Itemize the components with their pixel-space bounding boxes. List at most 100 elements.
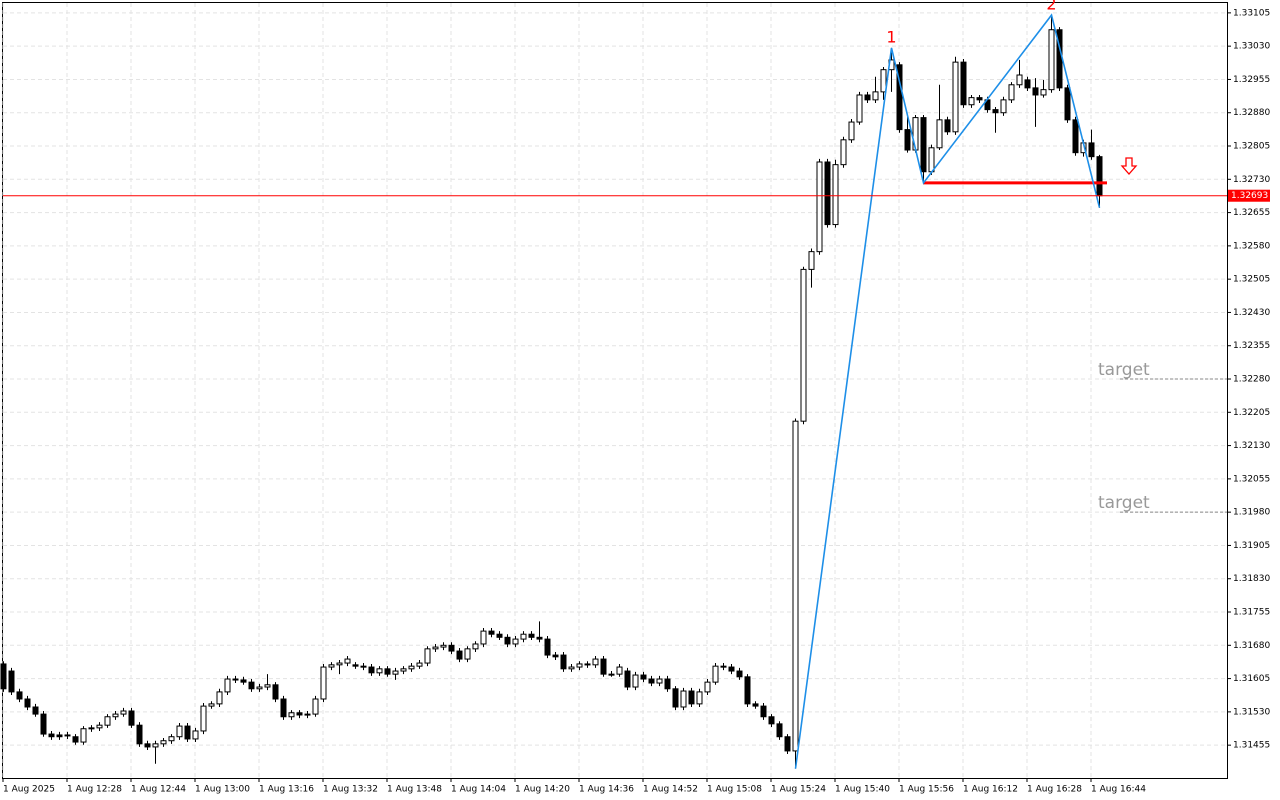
candle-body	[384, 668, 391, 675]
candle-body	[560, 654, 567, 670]
y-tick-label: 1.32430	[1233, 308, 1270, 318]
candle-body	[528, 633, 535, 638]
candle-body	[160, 740, 167, 745]
candle-body	[504, 636, 511, 645]
x-tick-label: 1 Aug 14:04	[451, 785, 506, 795]
candle-body	[24, 698, 31, 708]
x-tick-label: 1 Aug 15:08	[707, 785, 762, 795]
candle-body	[472, 643, 479, 650]
x-tick-label: 1 Aug 14:20	[515, 785, 570, 795]
pattern-label: 2	[1046, 0, 1056, 14]
target-label: target	[1098, 360, 1150, 380]
candle-body	[1072, 119, 1079, 154]
candle-body	[480, 630, 487, 645]
y-tick-label: 1.32580	[1233, 241, 1270, 251]
candle-body	[240, 679, 247, 683]
candle-body	[448, 644, 455, 652]
candle-body	[856, 94, 863, 123]
candle-body	[696, 691, 703, 705]
candle-body	[672, 688, 679, 708]
candle-body	[416, 662, 423, 667]
y-tick-label: 1.31680	[1233, 641, 1270, 651]
candle-body	[40, 713, 47, 735]
y-tick-label: 1.31980	[1233, 508, 1270, 518]
candle-body	[168, 736, 175, 742]
candle-body	[208, 703, 215, 707]
down-arrow-icon	[1120, 157, 1138, 175]
candle-body	[304, 713, 311, 716]
candle-body	[664, 678, 671, 690]
candle-body	[224, 678, 231, 693]
candle-body	[920, 117, 927, 173]
y-tick-label: 1.33105	[1233, 8, 1270, 18]
candle-body	[864, 94, 871, 101]
zigzag-line	[794, 13, 1101, 769]
candle-body	[368, 666, 375, 674]
candle-body	[840, 139, 847, 166]
candle-body	[432, 646, 439, 650]
candle-body	[944, 119, 951, 133]
y-tick-label: 1.32730	[1233, 175, 1270, 185]
candle-body	[576, 663, 583, 668]
candle-body	[648, 678, 655, 684]
candle-body	[1008, 84, 1015, 101]
candle-body	[832, 164, 839, 226]
candle-body	[16, 691, 23, 700]
candle-body	[424, 648, 431, 664]
candle-body	[936, 119, 943, 149]
candle-body	[872, 91, 879, 101]
candle-body	[808, 251, 815, 270]
y-tick-label: 1.31830	[1233, 574, 1270, 584]
x-tick-label: 1 Aug 16:28	[1027, 785, 1082, 795]
candle-body	[112, 713, 119, 718]
candle-body	[336, 662, 343, 666]
y-tick-label: 1.32805	[1233, 142, 1270, 152]
x-tick-label: 1 Aug 15:40	[835, 785, 890, 795]
candle-body	[176, 725, 183, 738]
candle-body	[72, 736, 79, 743]
candle-body	[720, 665, 727, 668]
candle-body	[248, 681, 255, 690]
candle-body	[64, 734, 71, 737]
candle-body	[200, 705, 207, 732]
candle-body	[152, 743, 159, 748]
candle-body	[328, 664, 335, 668]
candle-body	[976, 97, 983, 101]
candle-body	[656, 678, 663, 684]
candle-body	[544, 638, 551, 656]
y-tick-label: 1.33030	[1233, 42, 1270, 52]
candle-body	[784, 736, 791, 752]
x-tick-label: 1 Aug 15:24	[771, 785, 826, 795]
candle-body	[736, 670, 743, 678]
candle-body	[8, 670, 15, 693]
candle-body	[704, 681, 711, 693]
candle-body	[376, 668, 383, 674]
candle-body	[520, 633, 527, 640]
grid	[2, 3, 1227, 778]
candle-body	[600, 658, 607, 675]
candle-body	[776, 723, 783, 738]
candle-body	[792, 420, 799, 752]
candle-body	[216, 691, 223, 705]
candle-body	[680, 690, 687, 708]
candle-body	[456, 650, 463, 660]
candle-body	[816, 161, 823, 253]
candle-body	[96, 724, 103, 729]
x-tick-label: 1 Aug 13:32	[323, 785, 378, 795]
candle-body	[992, 109, 999, 114]
candle-body	[232, 678, 239, 681]
candle-body	[728, 666, 735, 672]
candle-body	[592, 658, 599, 666]
candle-body	[256, 686, 263, 690]
candle-body	[712, 665, 719, 683]
candle-body	[744, 676, 751, 705]
candle-body	[896, 64, 903, 131]
candle-body	[904, 129, 911, 151]
candle-body	[48, 733, 55, 738]
candle-body	[264, 684, 271, 688]
candle-body	[568, 666, 575, 670]
x-tick-label: 1 Aug 12:28	[67, 785, 122, 795]
candle-body	[352, 664, 359, 667]
